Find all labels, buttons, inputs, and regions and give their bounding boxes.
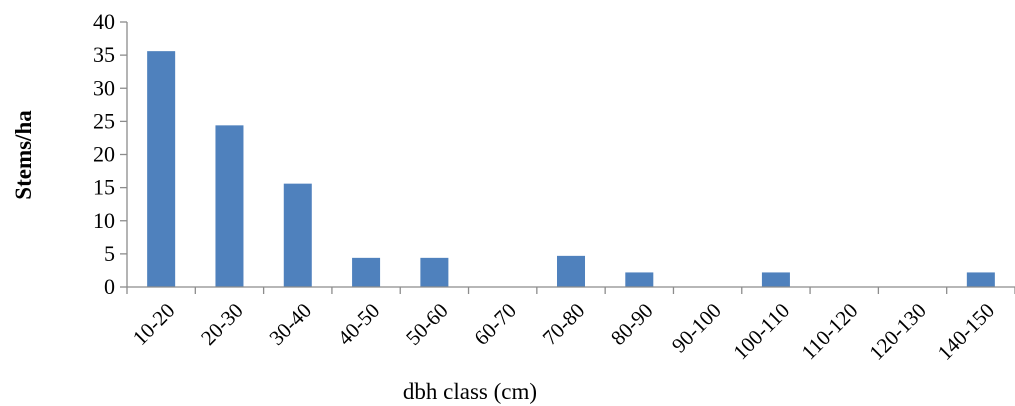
x-tick-label-70-80: 70-80	[538, 298, 590, 350]
x-axis: 10-20 20-30 30-40 40-50 50-60 60-70 70-80 80-90…	[126, 286, 1015, 365]
y-tick-label: 20	[93, 142, 115, 167]
x-tick-label-40-50: 40-50	[333, 298, 385, 350]
bar-140-150	[966, 272, 995, 287]
x-tick-label-100-110: 100-110	[728, 298, 794, 364]
plot-area	[147, 51, 995, 288]
x-axis-title: dbh class (cm)	[403, 379, 537, 404]
bar-30-40	[283, 183, 312, 287]
x-tick-label-60-70: 60-70	[469, 298, 521, 350]
x-tick-label-120-130: 120-130	[864, 298, 930, 364]
y-axis-title: Stems/ha	[11, 110, 36, 200]
bar-20-30	[215, 125, 244, 287]
x-tick-label-140-150: 140-150	[933, 298, 999, 364]
y-tick-label: 5	[104, 241, 115, 266]
y-tick-label: 30	[93, 75, 115, 100]
y-tick-label: 10	[93, 208, 115, 233]
y-tick-label: 0	[104, 274, 115, 299]
bar-40-50	[352, 257, 381, 287]
bar-80-90	[625, 272, 654, 287]
bar-10-20	[147, 51, 176, 288]
y-tick-label: 15	[93, 175, 115, 200]
y-axis: 0 5 10 15 20 25 30 35 40	[93, 9, 128, 299]
x-tick-label-50-60: 50-60	[401, 298, 453, 350]
bar-70-80	[557, 255, 586, 287]
x-tick-label-80-90: 80-90	[606, 298, 658, 350]
x-tick-label-30-40: 30-40	[264, 298, 316, 350]
bar-50-60	[420, 257, 449, 287]
x-tick-label-90-100: 90-100	[667, 298, 726, 357]
y-tick-label: 35	[93, 42, 115, 67]
x-tick-label-20-30: 20-30	[196, 298, 248, 350]
y-tick-label: 40	[93, 9, 115, 34]
bar-100-110	[761, 272, 790, 287]
x-tick-label-10-20: 10-20	[128, 298, 180, 350]
x-tick-label-110-120: 110-120	[797, 298, 863, 364]
y-tick-label: 25	[93, 108, 115, 133]
